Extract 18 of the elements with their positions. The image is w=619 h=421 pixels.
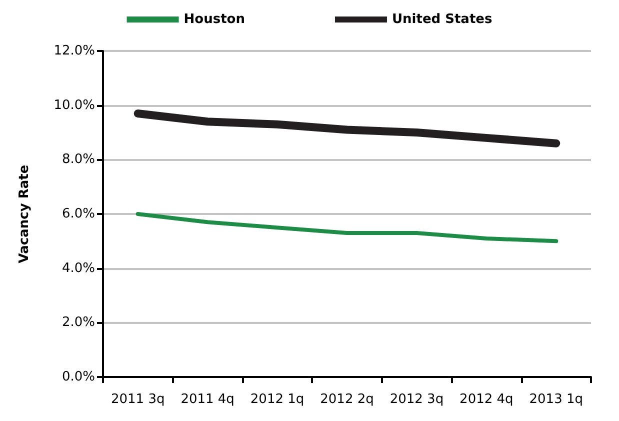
x-tick-label: 2012 1q	[250, 392, 304, 407]
x-tick-label: 2012 3q	[390, 392, 444, 407]
line-series	[136, 212, 558, 244]
x-tick-label: 2013 1q	[529, 392, 584, 407]
y-tick-label: 2.0%	[62, 315, 95, 330]
y-tick-label: 10.0%	[54, 98, 95, 113]
y-tick-label: 12.0%	[54, 44, 95, 58]
x-tick-label: 2012 2q	[320, 392, 374, 407]
x-tick-label: 2011 3q	[110, 392, 165, 407]
y-tick-label: 8.0%	[62, 152, 95, 168]
x-tick-label: 2012 4q	[460, 392, 514, 407]
y-tick-label: 4.0%	[62, 260, 95, 276]
y-axis-title: Vacancy Rate	[17, 164, 32, 264]
x-tick-label: 2011 4q	[180, 392, 234, 407]
legend-label: United States	[392, 12, 492, 27]
y-tick-label: 6.0%	[62, 206, 95, 222]
legend-label: Houston	[184, 12, 245, 27]
y-tick-label: 0.0%	[62, 370, 95, 384]
